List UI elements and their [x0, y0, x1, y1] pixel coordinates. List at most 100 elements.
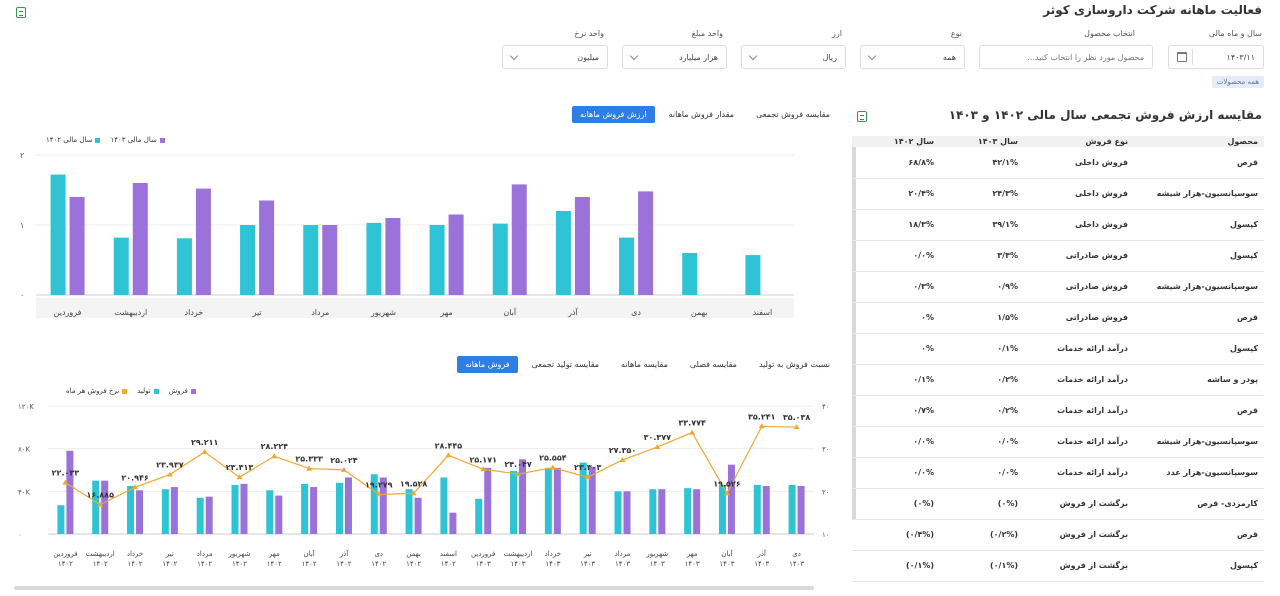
rate-point [340, 466, 347, 472]
currency-select[interactable]: ریال [741, 45, 846, 69]
right-tick-label: ۲۰ [822, 488, 830, 496]
legend-rate[interactable]: نرخ فروش هر ماه [66, 387, 128, 395]
rate-point [654, 444, 661, 450]
x-tick-year: ۱۴۰۳ [685, 560, 700, 568]
product-placeholder: محصول مورد نظر را انتخاب کنید... [1027, 52, 1144, 62]
tab-monthly-comparison[interactable]: مقایسه ماهانه [621, 360, 668, 369]
cell-1403: ۰/۲% [940, 395, 1024, 427]
x-tick-label: اردیبهشت [504, 550, 533, 558]
x-tick-year: ۱۴۰۳ [476, 560, 491, 568]
cell-product: قرص [1134, 395, 1264, 427]
divider [1192, 49, 1193, 65]
bar-sales [684, 488, 692, 534]
cell-product: سوسپانسیون-هزار شیشه [1134, 271, 1264, 303]
calendar-icon[interactable] [1177, 52, 1187, 62]
cell-1403: (۰%) [940, 488, 1024, 520]
chevron-down-icon [629, 51, 639, 60]
x-tick-year: ۱۴۰۳ [719, 560, 734, 568]
bar-1402 [745, 255, 761, 295]
excel-export-icon[interactable] [857, 111, 867, 122]
rate-point [410, 490, 417, 496]
x-tick-label: آذر [339, 549, 349, 558]
rate-unit-select[interactable]: میلیون [502, 45, 608, 69]
x-tick-year: ۱۴۰۳ [511, 560, 526, 568]
tab-cumulative-production[interactable]: مقایسه تولید تجمعی [531, 360, 600, 369]
legend-sales[interactable]: فروش [169, 387, 196, 395]
type-select[interactable]: همه [860, 45, 965, 69]
col-product: محصول [1134, 136, 1264, 147]
x-tick-label: خرداد [127, 550, 143, 558]
all-products-chip[interactable]: همه محصولات [1211, 76, 1264, 88]
tab-monthly-sales[interactable]: فروش ماهانه [457, 356, 518, 373]
horizontal-scrollbar[interactable] [14, 586, 814, 590]
bar-1402 [176, 238, 192, 295]
rate-point [549, 464, 556, 470]
x-tick-label: دی [792, 550, 801, 558]
rate-point [689, 429, 696, 435]
amount-unit-select[interactable]: هزار میلیارد [622, 45, 727, 69]
x-tick-year: ۱۴۰۲ [58, 560, 73, 568]
fiscal-date-picker[interactable]: ۱۴۰۳/۱۱ [1168, 45, 1264, 69]
bar-sales [405, 489, 413, 534]
legend-production[interactable]: تولید [137, 387, 159, 395]
comparison-table-wrap: محصول نوع فروش سال ۱۴۰۳ سال ۱۴۰۲ قرص فروش… [852, 136, 1264, 582]
rate-point [201, 449, 208, 455]
table-row: سوسپانسیون-هزار شیشه فروش صادراتی ۰/۹% ۰/۳% [852, 271, 1264, 303]
cell-1403: ۰/۰% [940, 426, 1024, 458]
table-row: کپسول فروش داخلی ۳۹/۱% ۱۸/۳% [852, 209, 1264, 241]
rate-data-label: ۳۵.۲۴۱ [748, 412, 775, 421]
bar-sales [440, 477, 448, 534]
cell-1403: ۳۹/۱% [940, 209, 1024, 241]
x-tick-label: مرداد [311, 308, 329, 317]
cell-1403: ۳/۴% [940, 240, 1024, 272]
bar-production [449, 512, 457, 534]
product-label: انتخاب محصول [1084, 29, 1135, 38]
cell-1402: ۰/۰% [852, 457, 940, 489]
x-tick-label: تیر [583, 550, 592, 558]
bar-production [797, 486, 805, 534]
tab-seasonal-comparison[interactable]: مقایسه فصلی [689, 360, 737, 369]
cell-sale-type: فروش صادراتی [1024, 271, 1134, 303]
x-tick-year: ۱۴۰۲ [128, 560, 143, 568]
tab-monthly-sales-quantity[interactable]: مقدار فروش ماهانه [668, 110, 735, 119]
bottom-chart-tabs: فروش ماهانه مقایسه تولید تجمعی مقایسه ما… [457, 356, 838, 373]
table-row: کپسول درآمد ارائه خدمات ۰/۱% ۰% [852, 333, 1264, 365]
legend-1403[interactable]: سال مالی ۱۴۰۳ [110, 136, 165, 144]
bar-1402 [619, 237, 635, 295]
x-tick-year: ۱۴۰۲ [232, 560, 247, 568]
cell-1403: (۰/۲%) [940, 519, 1024, 551]
x-tick-label: آبان [721, 549, 733, 558]
bar-1403 [511, 184, 527, 295]
bar-1403 [385, 218, 401, 295]
x-tick-label: اسفند [440, 550, 457, 558]
legend-label: سال مالی ۱۴۰۳ [110, 136, 157, 144]
x-tick-label: مهر [686, 550, 698, 558]
rate-point [306, 465, 313, 471]
x-tick-label: فروردین [471, 550, 495, 558]
tab-sales-to-production[interactable]: نسبت فروش به تولید [758, 360, 830, 369]
cell-product: کپسول [1134, 550, 1264, 582]
amount-unit-value: هزار میلیارد [679, 52, 718, 62]
x-tick-label: آذر [567, 307, 578, 317]
excel-export-icon[interactable] [16, 7, 26, 18]
bar-sales [718, 484, 726, 534]
x-tick-year: ۱۴۰۳ [545, 560, 560, 568]
cell-sale-type: برگشت از فروش [1024, 488, 1134, 520]
bar-sales [57, 505, 65, 534]
rate-line [65, 425, 797, 506]
tab-monthly-sales-value[interactable]: ارزش فروش ماهانه [572, 106, 655, 123]
bar-production [553, 467, 561, 534]
table-title: مقایسه ارزش فروش تجمعی سال مالی ۱۴۰۲ و ۱… [948, 108, 1262, 122]
product-select[interactable]: محصول مورد نظر را انتخاب کنید... [979, 45, 1153, 69]
rate-data-label: ۳۵.۰۳۸ [783, 413, 811, 422]
x-tick-label: تیر [165, 550, 174, 558]
x-tick-year: ۱۴۰۳ [754, 560, 769, 568]
tab-cumulative-sales-comparison[interactable]: مقایسه فروش تجمعی [756, 110, 830, 119]
bar-production [588, 466, 596, 534]
cell-product: قرص [1134, 519, 1264, 551]
cell-product: کارمزدی- قرص [1134, 488, 1264, 520]
bar-sales [127, 486, 135, 534]
page-title: فعالیت ماهانه شرکت داروسازی کوثر [1043, 3, 1262, 17]
cell-product: سوسپانسیون-هزار شیشه [1134, 426, 1264, 458]
legend-1402[interactable]: سال مالی ۱۴۰۲ [46, 136, 101, 144]
